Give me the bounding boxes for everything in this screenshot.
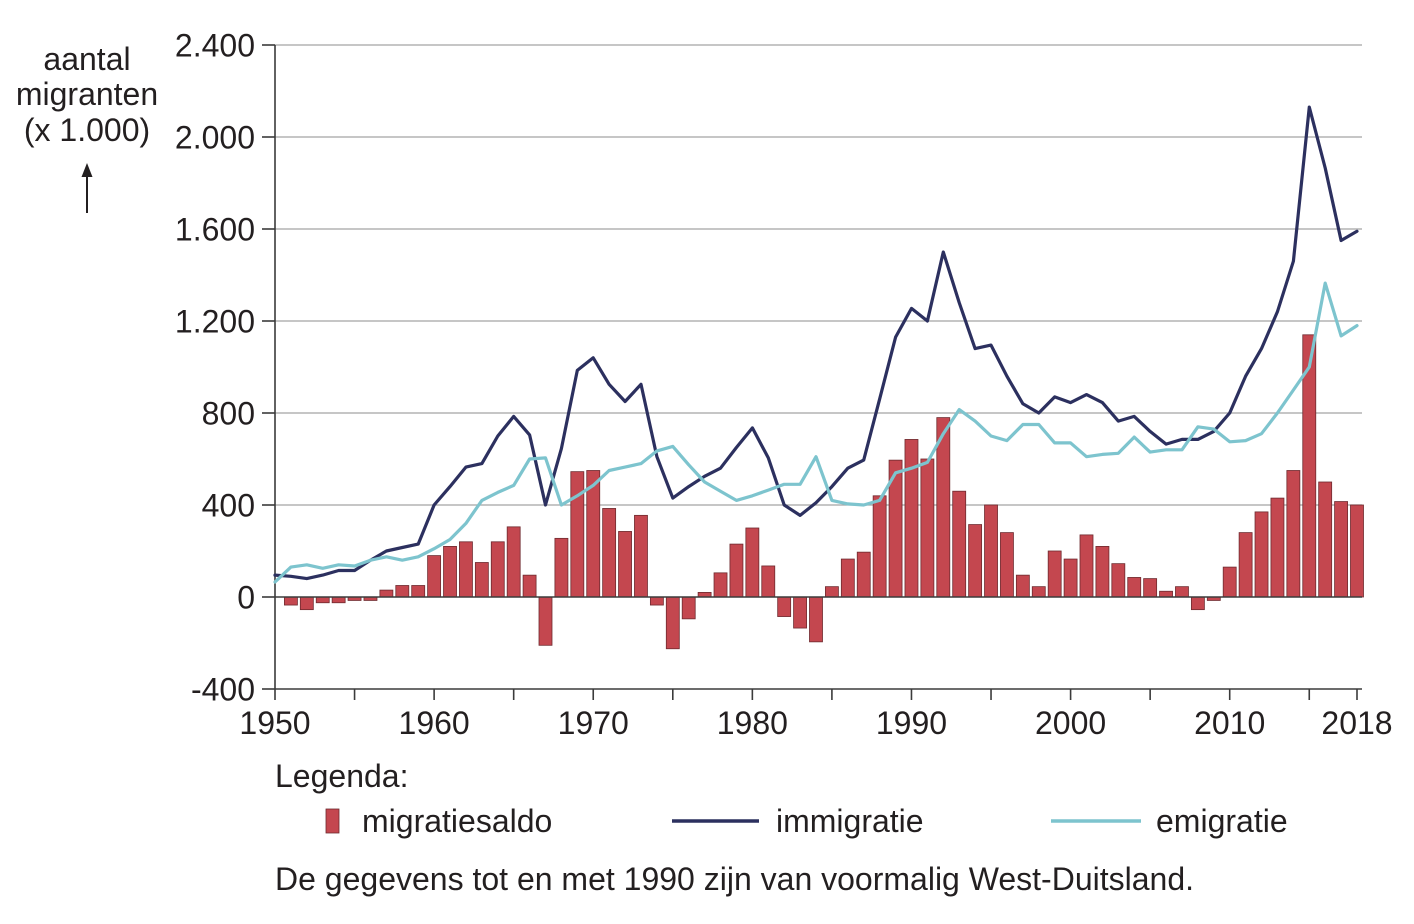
bar-migratiesaldo-1976 xyxy=(681,596,696,620)
bar-migratiesaldo-1993 xyxy=(952,490,967,598)
x-tick-label-2010: 2010 xyxy=(1194,705,1265,741)
bar-migratiesaldo-1972 xyxy=(618,531,632,598)
bar-migratiesaldo-1954 xyxy=(331,596,346,604)
bar-migratiesaldo-1997 xyxy=(1015,574,1030,598)
legend-label-migratiesaldo: migratiesaldo xyxy=(362,803,552,839)
legend-title: Legenda: xyxy=(275,758,408,794)
y-tick-label-0: 0 xyxy=(237,580,255,616)
y-tick-label-400: 400 xyxy=(202,488,255,524)
y-tick-label-800: 800 xyxy=(202,396,255,432)
bar-migratiesaldo-2006 xyxy=(1159,590,1173,598)
bar-migratiesaldo-1974 xyxy=(649,596,664,606)
bar-migratiesaldo-2008 xyxy=(1190,596,1205,611)
source-note: De gegevens tot en met 1990 zijn van voo… xyxy=(275,861,1194,897)
bar-migratiesaldo-2007 xyxy=(1175,586,1189,598)
bar-migratiesaldo-1951 xyxy=(284,596,298,606)
y-tick-label-2000: 2.000 xyxy=(175,120,255,156)
y-tick-label-2400: 2.400 xyxy=(175,28,255,64)
legend-swatch-migratiesaldo xyxy=(325,808,340,834)
bar-migratiesaldo-1978 xyxy=(713,572,728,598)
bar-migratiesaldo-2000 xyxy=(1063,558,1078,598)
bar-migratiesaldo-1963 xyxy=(474,562,489,598)
bar-migratiesaldo-1996 xyxy=(1000,532,1014,598)
bar-migratiesaldo-1988 xyxy=(872,495,887,598)
bar-migratiesaldo-1958 xyxy=(395,585,410,598)
bar-migratiesaldo-1967 xyxy=(538,596,553,646)
x-tick-label-1950: 1950 xyxy=(239,705,310,741)
bar-migratiesaldo-1981 xyxy=(761,565,776,598)
up-arrow-icon xyxy=(81,163,93,213)
bar-migratiesaldo-1966 xyxy=(522,574,537,598)
x-tick-label-1960: 1960 xyxy=(399,705,470,741)
bar-migratiesaldo-1959 xyxy=(411,585,426,598)
line-immigratie xyxy=(273,105,1359,581)
y-axis-title-line-2: migranten xyxy=(16,76,158,112)
bar-migratiesaldo-1979 xyxy=(729,543,744,598)
legend-label-emigratie: emigratie xyxy=(1156,803,1288,839)
bar-migratiesaldo-1995 xyxy=(984,504,998,598)
legend: Legenda: migratiesaldo immigratie emigra… xyxy=(275,758,1288,839)
bar-migratiesaldo-1953 xyxy=(315,596,330,604)
bar-migratiesaldo-1984 xyxy=(809,596,823,643)
bar-migratiesaldo-1971 xyxy=(602,508,617,598)
y-axis-title-line-3: (x 1.000) xyxy=(24,112,150,148)
bar-migratiesaldo-1965 xyxy=(506,526,521,598)
bar-migratiesaldo-1986 xyxy=(840,558,855,598)
y-axis-title: aantal migranten (x 1.000) xyxy=(16,41,158,213)
bar-migratiesaldo-2011 xyxy=(1238,532,1253,598)
bar-migratiesaldo-1960 xyxy=(427,555,442,598)
bar-migratiesaldo-1991 xyxy=(920,458,935,598)
bar-migratiesaldo-1964 xyxy=(490,541,505,598)
bar-migratiesaldo-2004 xyxy=(1127,577,1142,598)
bar-migratiesaldo-2017 xyxy=(1334,501,1348,598)
bar-migratiesaldo-1969 xyxy=(570,471,585,598)
bar-migratiesaldo-1985 xyxy=(825,586,839,598)
bar-migratiesaldo-2003 xyxy=(1111,563,1126,598)
bar-migratiesaldo-2014 xyxy=(1286,470,1301,598)
bar-migratiesaldo-1980 xyxy=(745,527,760,598)
bar-migratiesaldo-1961 xyxy=(443,546,457,598)
bar-migratiesaldo-1994 xyxy=(968,524,983,598)
bar-migratiesaldo-1982 xyxy=(777,596,792,617)
x-tick-label-1990: 1990 xyxy=(876,705,947,741)
x-tick-label-2000: 2000 xyxy=(1035,705,1106,741)
x-tick-label-1970: 1970 xyxy=(558,705,629,741)
bar-migratiesaldo-1998 xyxy=(1031,586,1046,598)
y-tick-label--400: -400 xyxy=(191,672,255,708)
y-axis-title-line-1: aantal xyxy=(43,41,130,77)
bar-migratiesaldo-1968 xyxy=(554,537,569,598)
bar-migratiesaldo-2012 xyxy=(1254,511,1269,598)
bar-migratiesaldo-2001 xyxy=(1079,534,1094,598)
bar-migratiesaldo-1957 xyxy=(379,589,394,598)
bar-migratiesaldo-2018 xyxy=(1350,504,1364,598)
bar-migratiesaldo-2013 xyxy=(1270,497,1285,598)
x-tick-label-1980: 1980 xyxy=(717,705,788,741)
bar-migratiesaldo-1983 xyxy=(793,596,807,629)
bar-migratiesaldo-2010 xyxy=(1222,566,1237,598)
bar-migratiesaldo-2005 xyxy=(1143,578,1158,598)
legend-label-immigratie: immigratie xyxy=(776,803,924,839)
bar-migratiesaldo-2002 xyxy=(1095,546,1110,598)
bar-migratiesaldo-1962 xyxy=(459,541,473,598)
up-arrow-head xyxy=(81,163,93,177)
bar-migratiesaldo-1999 xyxy=(1047,550,1062,598)
bar-migratiesaldo-1973 xyxy=(634,514,648,598)
bar-migratiesaldo-1975 xyxy=(665,596,680,650)
lines-layer xyxy=(273,105,1359,584)
x-tick-label-2018: 2018 xyxy=(1321,705,1392,741)
y-tick-label-1600: 1.600 xyxy=(175,212,255,248)
y-tick-label-1200: 1.200 xyxy=(175,304,255,340)
bar-migratiesaldo-1987 xyxy=(856,551,871,598)
grid-layer xyxy=(275,44,1362,506)
line-emigratie xyxy=(273,281,1359,584)
bar-migratiesaldo-2016 xyxy=(1318,481,1333,598)
bar-migratiesaldo-1952 xyxy=(299,596,314,611)
bar-migratiesaldo-1990 xyxy=(904,439,919,598)
